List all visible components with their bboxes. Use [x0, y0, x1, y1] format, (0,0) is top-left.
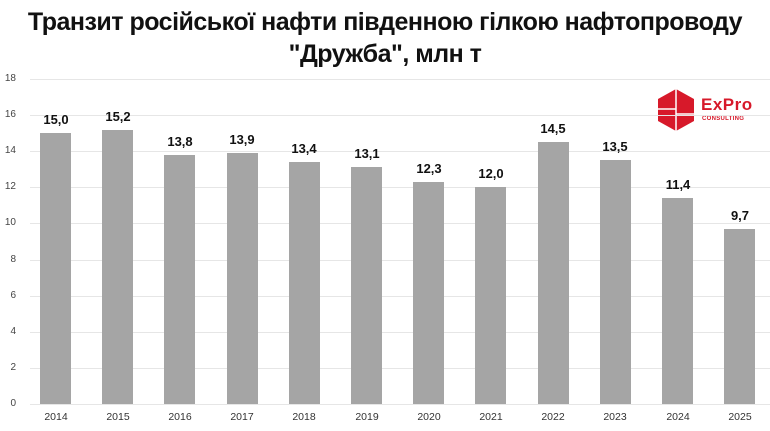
expro-logo: ExPro CONSULTING — [654, 88, 766, 132]
bar-2025 — [724, 229, 755, 404]
x-axis-tick-label: 2024 — [666, 411, 690, 423]
bar-2019 — [351, 167, 382, 404]
bar-value-label: 15,2 — [105, 109, 131, 124]
bar-2014 — [40, 133, 71, 404]
bar-2021 — [475, 187, 506, 404]
bar-2015 — [102, 130, 133, 404]
x-axis-tick-label: 2023 — [603, 411, 627, 423]
gridline — [30, 223, 770, 224]
x-axis-tick-label: 2021 — [479, 411, 503, 423]
x-axis-tick-label: 2025 — [728, 411, 752, 423]
y-axis-tick-label: 14 — [4, 145, 16, 156]
chart-title-line-1: Транзит російської нафти південною гілко… — [27, 8, 743, 36]
bar-value-label: 13,9 — [229, 132, 255, 147]
bar-value-label: 12,3 — [416, 161, 442, 176]
gridline — [30, 404, 770, 405]
bar-value-label: 13,5 — [602, 139, 628, 154]
bar-2022 — [538, 142, 569, 404]
x-axis-tick-label: 2020 — [417, 411, 441, 423]
logo-brand-text: ExPro — [701, 95, 753, 114]
y-axis-tick-label: 4 — [10, 326, 16, 337]
bar-value-label: 13,8 — [167, 134, 193, 149]
y-axis-tick-label: 16 — [4, 109, 16, 120]
logo-subtitle-text: CONSULTING — [702, 116, 745, 122]
bar-value-label: 11,4 — [665, 177, 691, 192]
bar-2024 — [662, 198, 693, 404]
x-axis-tick-label: 2022 — [541, 411, 565, 423]
bar-value-label: 15,0 — [43, 112, 69, 127]
bar-2020 — [413, 182, 444, 404]
x-axis-tick-label: 2018 — [292, 411, 316, 423]
bar-2018 — [289, 162, 320, 404]
bar-value-label: 9,7 — [730, 208, 750, 223]
x-axis-tick-label: 2014 — [44, 411, 68, 423]
y-axis-tick-label: 12 — [4, 181, 16, 192]
hexagon-logo-icon — [658, 89, 694, 131]
gridline — [30, 260, 770, 261]
y-axis-tick-label: 0 — [10, 398, 16, 409]
gridline — [30, 296, 770, 297]
bar-2023 — [600, 160, 631, 404]
y-axis-tick-label: 2 — [10, 362, 16, 373]
x-axis-tick-label: 2016 — [168, 411, 192, 423]
x-axis-tick-label: 2017 — [230, 411, 254, 423]
bar-value-label: 13,4 — [291, 141, 317, 156]
bar-2017 — [227, 153, 258, 404]
bar-2016 — [164, 155, 195, 404]
gridline — [30, 368, 770, 369]
bar-value-label: 12,0 — [478, 166, 504, 181]
bar-value-label: 14,5 — [540, 121, 566, 136]
gridline — [30, 115, 770, 116]
y-axis-tick-label: 6 — [10, 290, 16, 301]
x-axis-tick-label: 2015 — [106, 411, 130, 423]
gridline — [30, 151, 770, 152]
chart-title: Транзит російської нафти південною гілко… — [0, 6, 770, 70]
x-axis-tick-label: 2019 — [355, 411, 379, 423]
gridline — [30, 79, 770, 80]
y-axis-tick-label: 18 — [4, 73, 16, 84]
chart-title-line-2: "Дружба", млн т — [288, 40, 482, 68]
y-axis-tick-label: 10 — [4, 217, 16, 228]
gridline — [30, 187, 770, 188]
bar-value-label: 13,1 — [354, 146, 380, 161]
y-axis-tick-label: 8 — [10, 254, 16, 265]
gridline — [30, 332, 770, 333]
